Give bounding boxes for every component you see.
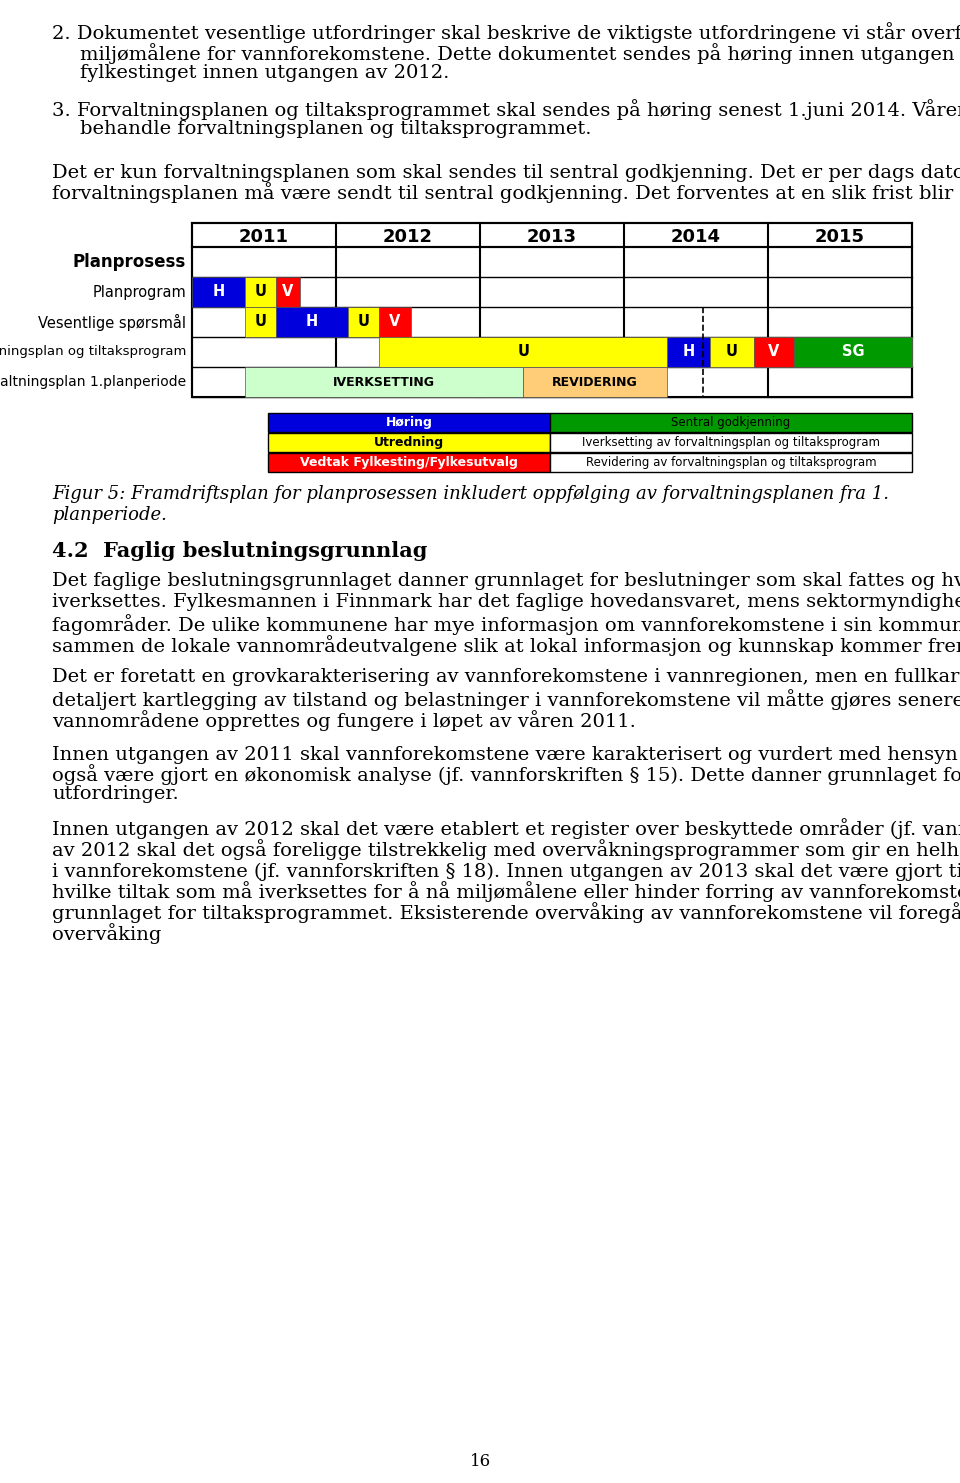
- Text: H: H: [305, 314, 318, 329]
- Bar: [268, 433, 550, 452]
- Text: miljømålene for vannforekomstene. Dette dokumentet sendes på høring innen utgang: miljømålene for vannforekomstene. Dette …: [80, 43, 960, 64]
- Bar: [379, 337, 912, 366]
- Text: 3. Forvaltningsplanen og tiltaksprogrammet skal sendes på høring senest 1.juni 2: 3. Forvaltningsplanen og tiltaksprogramm…: [52, 99, 960, 120]
- Text: Innen utgangen av 2012 skal det være etablert et register over beskyttede område: Innen utgangen av 2012 skal det være eta…: [52, 819, 960, 839]
- Text: i vannforekomstene (jf. vannforskriften § 18). Innen utgangen av 2013 skal det v: i vannforekomstene (jf. vannforskriften …: [52, 860, 960, 881]
- Text: 2011: 2011: [239, 228, 289, 246]
- Bar: [348, 307, 379, 337]
- Text: H: H: [212, 285, 225, 300]
- Text: Vedtak Fylkesting/Fylkesutvalg: Vedtak Fylkesting/Fylkesutvalg: [300, 455, 518, 469]
- Bar: [379, 307, 411, 337]
- Text: U: U: [517, 344, 529, 359]
- Text: Det er kun forvaltningsplanen som skal sendes til sentral godkjenning. Det er pe: Det er kun forvaltningsplanen som skal s…: [52, 162, 960, 182]
- Text: 16: 16: [469, 1453, 491, 1471]
- Text: Innen utgangen av 2011 skal vannforekomstene være karakterisert og vurdert med h: Innen utgangen av 2011 skal vannforekoms…: [52, 743, 960, 764]
- Text: grunnlaget for tiltaksprogrammet. Eksisterende overvåking av vannforekomstene vi: grunnlaget for tiltaksprogrammet. Eksist…: [52, 902, 960, 922]
- Bar: [192, 277, 246, 307]
- Text: Det er foretatt en grovkarakterisering av vannforekomstene i vannregionen, men e: Det er foretatt en grovkarakterisering a…: [52, 667, 960, 687]
- Text: også være gjort en økonomisk analyse (jf. vannforskriften § 15). Dette danner gr: også være gjort en økonomisk analyse (jf…: [52, 764, 960, 785]
- Text: utfordringer.: utfordringer.: [52, 785, 179, 802]
- Text: U: U: [254, 314, 266, 329]
- Bar: [268, 412, 550, 432]
- Text: SG: SG: [842, 344, 864, 359]
- Bar: [268, 452, 550, 472]
- Text: H: H: [683, 344, 695, 359]
- Bar: [246, 307, 276, 337]
- Text: U: U: [726, 344, 738, 359]
- Bar: [192, 222, 912, 397]
- Text: U: U: [254, 285, 266, 300]
- Text: hvilke tiltak som må iverksettes for å nå miljømålene eller hinder forring av va: hvilke tiltak som må iverksettes for å n…: [52, 881, 960, 902]
- Text: overvåking: overvåking: [52, 922, 161, 945]
- Bar: [276, 277, 300, 307]
- Text: Forvaltningsplan og tiltaksprogram: Forvaltningsplan og tiltaksprogram: [0, 346, 186, 359]
- Text: REVIDERING: REVIDERING: [552, 375, 638, 389]
- Text: Forvaltningsplan 1.planperiode: Forvaltningsplan 1.planperiode: [0, 375, 186, 389]
- Text: Planprosess: Planprosess: [73, 254, 186, 271]
- Text: fagområder. De ulike kommunene har mye informasjon om vannforekomstene i sin kom: fagområder. De ulike kommunene har mye i…: [52, 614, 960, 635]
- Bar: [710, 337, 754, 366]
- Text: V: V: [390, 314, 400, 329]
- Bar: [550, 452, 912, 472]
- Text: av 2012 skal det også foreligge tilstrekkelig med overvåkningsprogrammer som gir: av 2012 skal det også foreligge tilstrek…: [52, 839, 960, 860]
- Text: vannområdene opprettes og fungere i løpet av våren 2011.: vannområdene opprettes og fungere i løpe…: [52, 710, 636, 731]
- Text: Figur 5: Framdriftsplan for planprosessen inkludert oppfølging av forvaltningspl: Figur 5: Framdriftsplan for planprosesse…: [52, 485, 889, 503]
- Text: Utredning: Utredning: [374, 436, 444, 449]
- Bar: [246, 366, 523, 397]
- Text: 4.2  Faglig beslutningsgrunnlag: 4.2 Faglig beslutningsgrunnlag: [52, 541, 427, 561]
- Bar: [754, 337, 794, 366]
- Bar: [794, 337, 912, 366]
- Text: iverksettes. Fylkesmannen i Finnmark har det faglige hovedansvaret, mens sektorm: iverksettes. Fylkesmannen i Finnmark har…: [52, 593, 960, 611]
- Text: forvaltningsplanen må være sendt til sentral godkjenning. Det forventes at en sl: forvaltningsplanen må være sendt til sen…: [52, 182, 960, 203]
- Text: Det faglige beslutningsgrunnlaget danner grunnlaget for beslutninger som skal fa: Det faglige beslutningsgrunnlaget danner…: [52, 572, 960, 590]
- Text: 2014: 2014: [671, 228, 721, 246]
- Bar: [246, 277, 276, 307]
- Text: U: U: [357, 314, 370, 329]
- Bar: [550, 433, 912, 452]
- Text: Planprogram: Planprogram: [92, 285, 186, 300]
- Text: 2012: 2012: [383, 228, 433, 246]
- Bar: [523, 366, 667, 397]
- Text: Sentral godkjenning: Sentral godkjenning: [671, 417, 791, 429]
- Text: V: V: [282, 285, 294, 300]
- Text: planperiode.: planperiode.: [52, 506, 167, 523]
- Text: 2. Dokumentet vesentlige utfordringer skal beskrive de viktigste utfordringene v: 2. Dokumentet vesentlige utfordringer sk…: [52, 22, 960, 43]
- Text: Vesentlige spørsmål: Vesentlige spørsmål: [38, 313, 186, 331]
- Text: Revidering av forvaltningsplan og tiltaksprogram: Revidering av forvaltningsplan og tiltak…: [586, 455, 876, 469]
- Text: sammen de lokale vannområdeutvalgene slik at lokal informasjon og kunnskap komme: sammen de lokale vannområdeutvalgene sli…: [52, 635, 960, 655]
- Text: 2013: 2013: [527, 228, 577, 246]
- Text: V: V: [768, 344, 780, 359]
- Bar: [550, 412, 912, 432]
- Text: fylkestinget innen utgangen av 2012.: fylkestinget innen utgangen av 2012.: [80, 64, 449, 82]
- Text: 2015: 2015: [815, 228, 865, 246]
- Text: Iverksetting av forvaltningsplan og tiltaksprogram: Iverksetting av forvaltningsplan og tilt…: [582, 436, 880, 449]
- Bar: [276, 307, 348, 337]
- Bar: [667, 337, 710, 366]
- Text: behandle forvaltningsplanen og tiltaksprogrammet.: behandle forvaltningsplanen og tiltakspr…: [80, 120, 591, 138]
- Text: Høring: Høring: [386, 417, 432, 429]
- Text: detaljert kartlegging av tilstand og belastninger i vannforekomstene vil måtte g: detaljert kartlegging av tilstand og bel…: [52, 690, 960, 710]
- Text: IVERKSETTING: IVERKSETTING: [333, 375, 435, 389]
